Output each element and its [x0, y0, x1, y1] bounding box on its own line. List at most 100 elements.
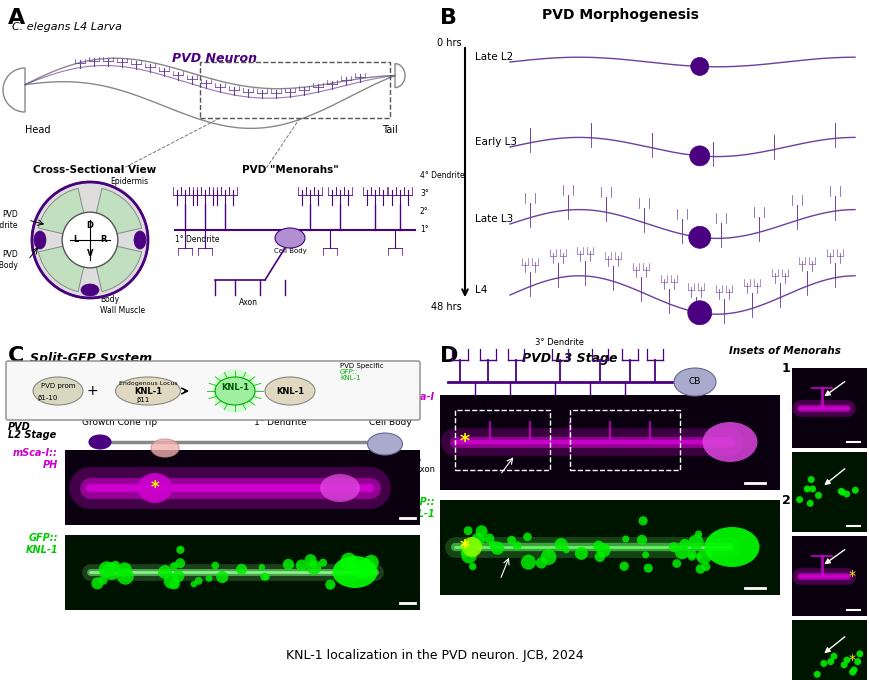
Wedge shape: [38, 188, 90, 240]
Text: KNL-1: KNL-1: [340, 375, 360, 381]
Bar: [791, 620, 866, 680]
Circle shape: [172, 570, 184, 582]
Circle shape: [696, 549, 711, 564]
Circle shape: [593, 541, 604, 551]
Circle shape: [522, 532, 531, 541]
Text: KNL-1: KNL-1: [275, 386, 303, 396]
Circle shape: [354, 562, 370, 579]
Ellipse shape: [33, 377, 83, 405]
Circle shape: [260, 573, 269, 581]
Text: 1: 1: [781, 362, 790, 375]
Ellipse shape: [116, 377, 180, 405]
Wedge shape: [90, 188, 142, 240]
Text: Early L3: Early L3: [474, 137, 516, 147]
Bar: [65, 535, 420, 610]
Circle shape: [803, 486, 810, 492]
FancyBboxPatch shape: [6, 361, 420, 420]
Circle shape: [838, 489, 845, 496]
Text: D: D: [440, 346, 458, 366]
Text: Late L3: Late L3: [474, 214, 513, 224]
Circle shape: [695, 564, 705, 574]
Circle shape: [687, 553, 695, 561]
Text: CB: CB: [688, 377, 700, 386]
Text: Growth Cone Tip: Growth Cone Tip: [83, 418, 157, 427]
Text: 1° Dendrite: 1° Dendrite: [497, 478, 542, 487]
Text: PVD
Dendrite: PVD Dendrite: [0, 210, 18, 230]
Text: +: +: [86, 384, 97, 398]
Circle shape: [117, 562, 132, 577]
Text: 2°: 2°: [420, 207, 428, 216]
Text: GFP::
KNL-1: GFP:: KNL-1: [401, 497, 434, 519]
Text: *: *: [460, 432, 469, 452]
Circle shape: [466, 546, 474, 554]
Circle shape: [235, 564, 247, 575]
Ellipse shape: [134, 231, 146, 249]
Text: Split-GFP System: Split-GFP System: [30, 352, 152, 365]
Circle shape: [806, 500, 813, 507]
Circle shape: [282, 559, 294, 570]
Text: 4° Dendrite: 4° Dendrite: [420, 171, 464, 180]
Circle shape: [813, 671, 819, 678]
Text: Body
Wall Muscle: Body Wall Muscle: [100, 295, 145, 315]
Circle shape: [596, 543, 610, 557]
Bar: [65, 450, 420, 525]
Text: 1° Dendrite: 1° Dendrite: [464, 412, 514, 421]
Text: Cross-Sectional View: Cross-Sectional View: [33, 165, 156, 175]
Circle shape: [103, 562, 121, 580]
Text: V: V: [87, 250, 93, 258]
Circle shape: [461, 549, 468, 556]
Text: 3°: 3°: [420, 188, 428, 197]
Circle shape: [461, 537, 481, 557]
Bar: [440, 500, 779, 595]
Circle shape: [562, 547, 569, 554]
Text: 1: 1: [457, 408, 464, 418]
Ellipse shape: [320, 474, 360, 502]
Circle shape: [839, 662, 846, 668]
Circle shape: [638, 516, 647, 526]
Text: 1° Dendrite: 1° Dendrite: [254, 418, 306, 427]
Circle shape: [211, 562, 219, 569]
Circle shape: [98, 561, 115, 577]
Circle shape: [111, 561, 120, 569]
Circle shape: [535, 557, 547, 568]
Text: D: D: [86, 222, 93, 231]
Circle shape: [619, 562, 628, 571]
Circle shape: [806, 476, 813, 483]
Circle shape: [488, 541, 497, 549]
Circle shape: [310, 562, 316, 568]
Text: HSN: HSN: [156, 458, 174, 467]
Circle shape: [674, 545, 689, 560]
Text: *: *: [460, 537, 469, 556]
Text: GFP::
KNL-1: GFP:: KNL-1: [25, 533, 58, 555]
Circle shape: [325, 579, 335, 590]
Circle shape: [554, 538, 567, 551]
Circle shape: [158, 565, 172, 579]
Circle shape: [837, 488, 844, 495]
Circle shape: [295, 560, 307, 571]
Text: PVD Specific: PVD Specific: [340, 363, 383, 369]
Text: 48 hrs: 48 hrs: [431, 302, 461, 312]
Circle shape: [461, 548, 476, 564]
Text: mSca-I: mSca-I: [397, 392, 434, 402]
Text: C: C: [8, 346, 24, 366]
Text: 0 hrs: 0 hrs: [437, 38, 461, 48]
Text: B: B: [440, 8, 456, 28]
Circle shape: [475, 526, 487, 537]
Circle shape: [205, 575, 212, 582]
Circle shape: [672, 559, 680, 568]
Circle shape: [830, 653, 837, 660]
Text: KNL-1: KNL-1: [134, 388, 162, 396]
Circle shape: [62, 212, 117, 268]
Circle shape: [98, 575, 108, 585]
Circle shape: [116, 568, 134, 585]
Circle shape: [701, 562, 709, 571]
Circle shape: [351, 560, 368, 576]
Text: CB: CB: [719, 485, 730, 494]
Circle shape: [348, 559, 357, 568]
Circle shape: [363, 555, 378, 570]
Text: Endogenous Locus: Endogenous Locus: [118, 381, 177, 386]
Circle shape: [688, 226, 710, 248]
Ellipse shape: [34, 231, 46, 249]
Circle shape: [340, 553, 357, 569]
Circle shape: [512, 541, 521, 550]
